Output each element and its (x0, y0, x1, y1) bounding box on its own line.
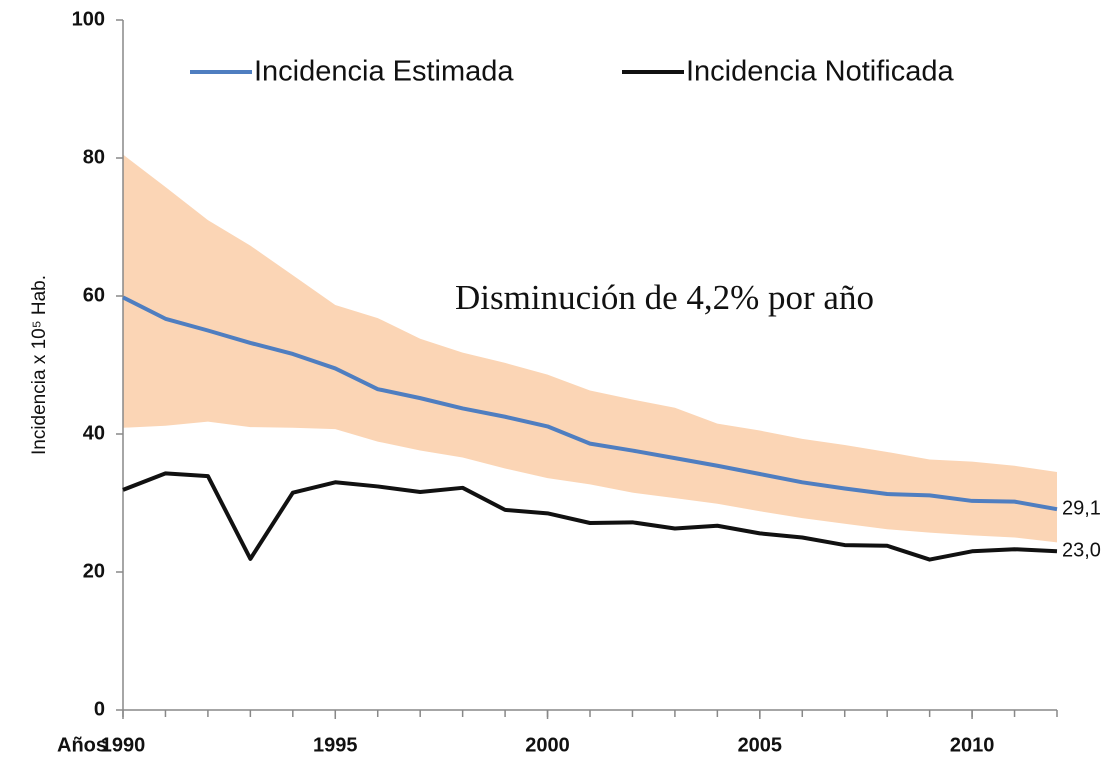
annotation: Disminución de 4,2% por año (455, 278, 874, 317)
line-series (122, 295, 1058, 512)
y-tick-label: 20 (83, 560, 105, 582)
x-tick-label: 2005 (738, 734, 783, 756)
y-tick-label: 100 (72, 8, 105, 30)
y-tick-label: 40 (83, 422, 105, 444)
x-tick-label: 2010 (950, 734, 995, 756)
data-label: 23,0 (1062, 540, 1101, 562)
legend-label: Incidencia Notificada (686, 56, 954, 88)
confidence-band (123, 154, 1057, 543)
x-tick-label: 1990 (101, 734, 146, 756)
x-tick-label: 1995 (313, 734, 358, 756)
y-axis-label: Incidencia x 10⁵ Hab. (29, 275, 50, 455)
x-tick-label: 2000 (525, 734, 570, 756)
y-tick-label: 0 (94, 698, 105, 720)
y-tick-label: 60 (83, 284, 105, 306)
line-series (122, 471, 1058, 562)
data-label: 29,1 (1062, 497, 1101, 519)
x-axis-label: Años (57, 734, 107, 756)
legend-label: Incidencia Estimada (254, 56, 514, 88)
y-tick-label: 80 (83, 146, 105, 168)
